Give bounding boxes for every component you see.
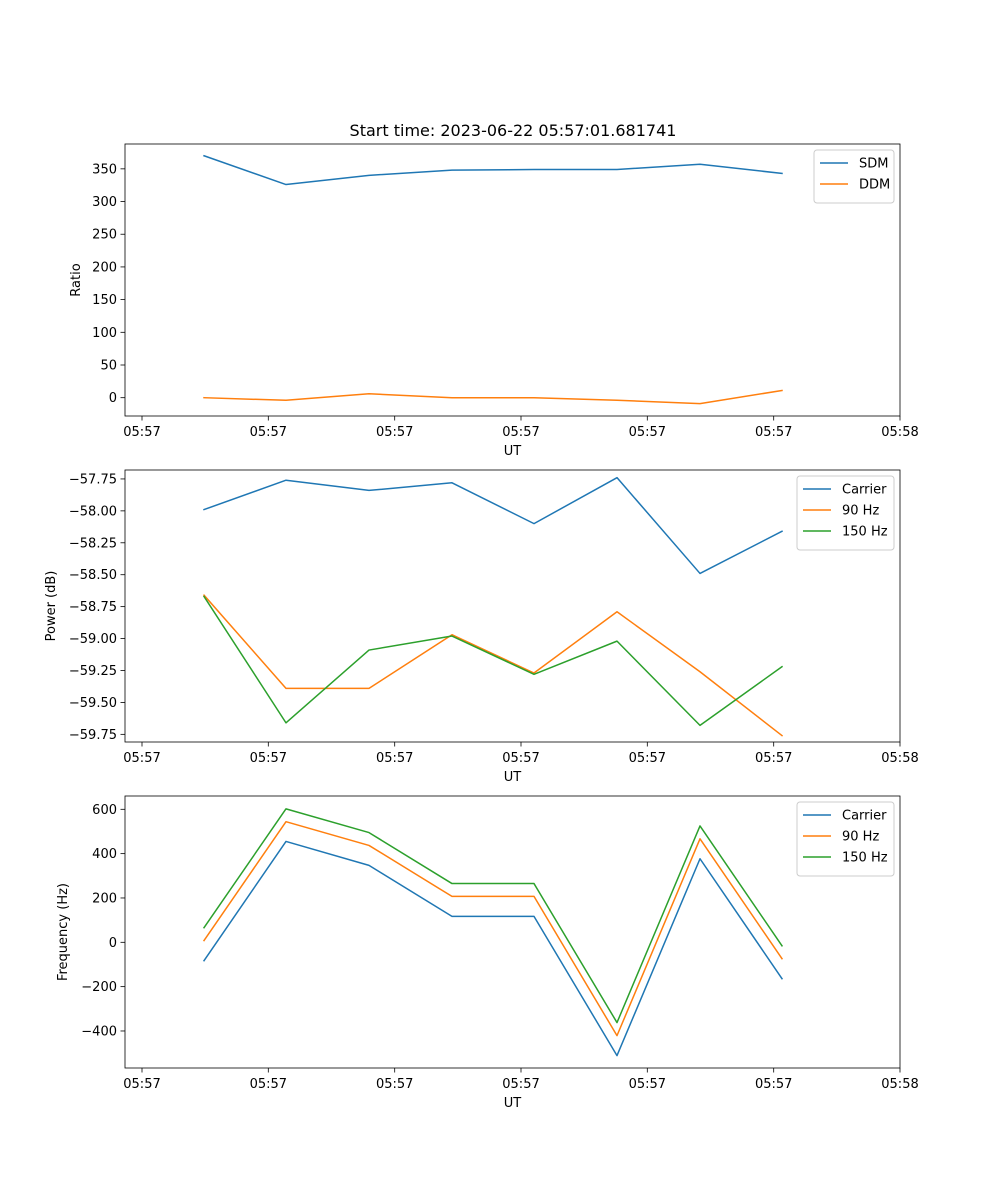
y-tick-label: −57.75	[69, 472, 117, 487]
y-tick-label: 100	[92, 326, 117, 341]
y-tick-label: 150	[92, 293, 117, 308]
x-tick-label: 05:57	[629, 425, 666, 440]
legend-label: 90 Hz	[842, 504, 879, 519]
y-tick-label: 0	[109, 391, 117, 406]
panels: 05:57 05:57 05:57 05:57 05:57 05:57 05:58 0 50 10…	[44, 143, 919, 1111]
x-tick-label: 05:57	[755, 751, 792, 766]
axes-frame	[124, 143, 901, 417]
x-axis-label: UT	[504, 444, 522, 459]
y-tick-label: 600	[92, 803, 117, 818]
series-line-carrier	[203, 476, 784, 575]
series-line-ddm	[203, 389, 783, 405]
legend-label: DDM	[859, 178, 890, 193]
y-tick-label: −59.50	[69, 696, 117, 711]
x-tick-label: 05:57	[755, 425, 792, 440]
x-tick-label: 05:57	[502, 425, 539, 440]
x-tick-label: 05:57	[376, 751, 413, 766]
legend-label: 150 Hz	[842, 525, 888, 540]
x-tick-label: 05:57	[123, 1077, 160, 1092]
legend-label: Carrier	[842, 809, 887, 824]
y-tick-label: −58.75	[69, 600, 117, 615]
legend: Carrier 90 Hz 150 Hz	[796, 475, 895, 551]
legend: SDM DDM	[813, 149, 895, 204]
y-tick-label: −200	[81, 980, 117, 995]
legend-label: SDM	[859, 157, 888, 172]
x-tick-label: 05:57	[123, 751, 160, 766]
series-line-sdm	[203, 154, 783, 186]
axes-frame	[124, 795, 901, 1069]
x-tick-label: 05:57	[755, 1077, 792, 1092]
x-tick-label: 05:58	[881, 1077, 918, 1092]
x-tick-label: 05:57	[123, 425, 160, 440]
legend-label: Carrier	[842, 483, 887, 498]
y-axis-label: Ratio	[69, 263, 84, 296]
y-axis-label: Power (dB)	[44, 571, 59, 642]
y-tick-label: −58.00	[69, 504, 117, 519]
y-tick-label: 250	[92, 228, 117, 243]
x-axis-label: UT	[504, 770, 522, 785]
chart-title: Start time: 2023-06-22 05:57:01.681741	[350, 121, 677, 140]
y-tick-label: 50	[100, 359, 117, 374]
y-tick-label: 400	[92, 847, 117, 862]
x-tick-label: 05:58	[881, 425, 918, 440]
y-tick-label: 200	[92, 891, 117, 906]
y-tick-label: −58.50	[69, 568, 117, 583]
y-tick-label: 350	[92, 162, 117, 177]
x-tick-label: 05:57	[629, 751, 666, 766]
series-line-90-hz	[202, 594, 784, 737]
x-tick-label: 05:57	[502, 751, 539, 766]
y-tick-label: −59.25	[69, 664, 117, 679]
series-line-150-hz	[202, 808, 784, 1024]
y-tick-label: 300	[92, 195, 117, 210]
x-tick-label: 05:57	[376, 1077, 413, 1092]
series-line-carrier	[202, 840, 784, 1057]
y-tick-label: −400	[81, 1024, 117, 1039]
y-axis-label: Frequency (Hz)	[56, 883, 71, 981]
legend-label: 150 Hz	[842, 851, 888, 866]
panel-1: 05:57 05:57 05:57 05:57 05:57 05:57 05:58 0 50 10…	[69, 143, 919, 459]
x-tick-label: 05:58	[881, 751, 918, 766]
y-tick-label: −59.75	[69, 728, 117, 743]
x-tick-label: 05:57	[250, 751, 287, 766]
y-tick-label: 0	[109, 936, 117, 951]
y-tick-label: −59.00	[69, 632, 117, 647]
y-tick-label: −58.25	[69, 536, 117, 551]
series-line-150-hz	[202, 595, 784, 727]
panel-2: 05:57 05:57 05:57 05:57 05:57 05:57 05:58 −59.7…	[44, 469, 919, 785]
x-axis-label: UT	[504, 1096, 522, 1111]
x-tick-label: 05:57	[376, 425, 413, 440]
x-tick-label: 05:57	[629, 1077, 666, 1092]
series-line-90-hz	[202, 820, 784, 1037]
x-tick-label: 05:57	[502, 1077, 539, 1092]
axes-frame	[124, 469, 901, 743]
x-tick-label: 05:57	[250, 425, 287, 440]
y-tick-label: 200	[92, 260, 117, 275]
panel-3: 05:57 05:57 05:57 05:57 05:57 05:57 05:58 −400 −…	[56, 795, 919, 1111]
x-tick-label: 05:57	[250, 1077, 287, 1092]
legend-label: 90 Hz	[842, 830, 879, 845]
legend: Carrier 90 Hz 150 Hz	[796, 801, 895, 877]
